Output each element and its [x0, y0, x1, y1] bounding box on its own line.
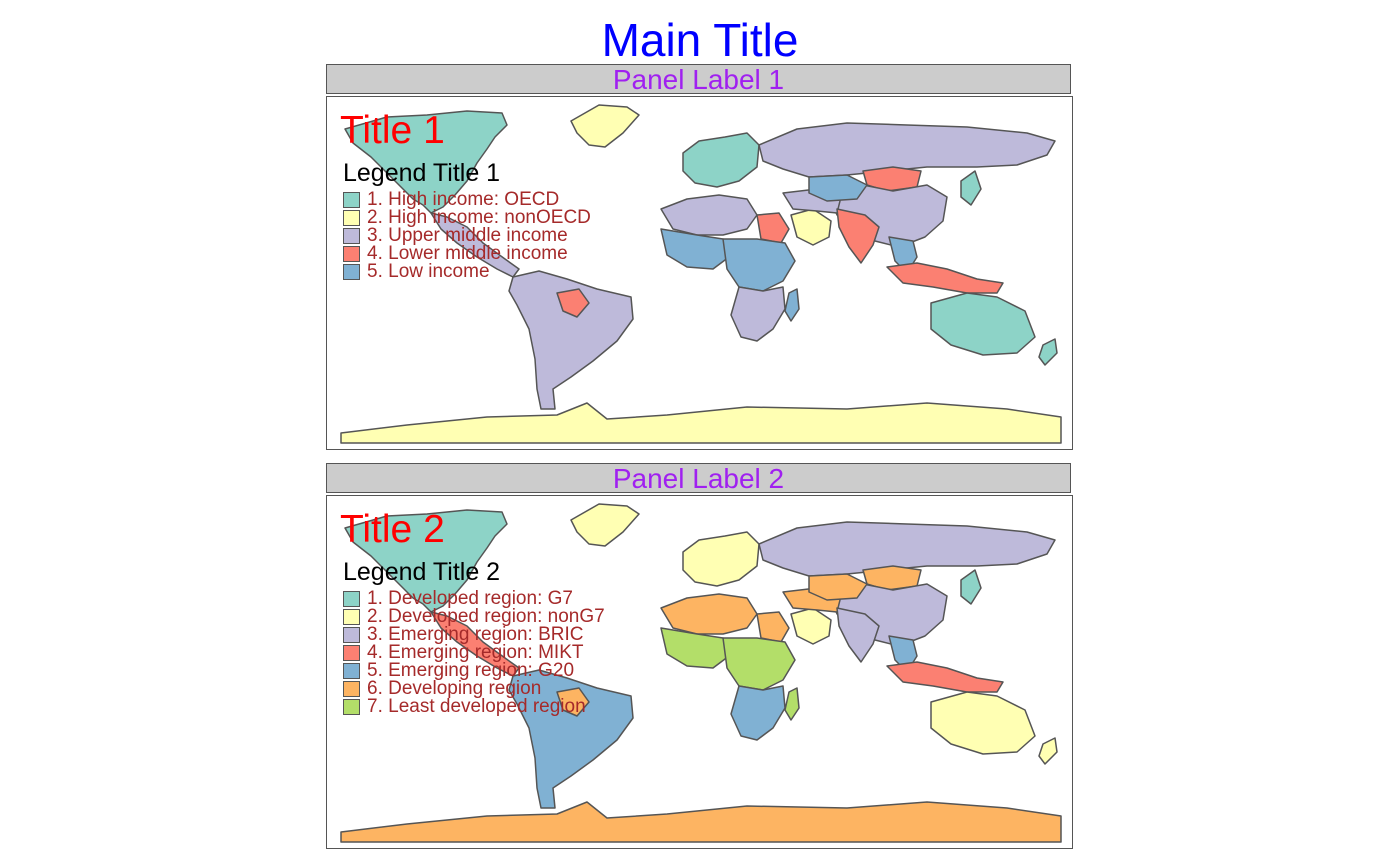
legend-item: 3. Upper middle income	[343, 225, 591, 246]
region-antarctica	[340, 801, 1062, 843]
legend-1: Legend Title 1 1. High income: OECD 2. Hi…	[343, 159, 591, 281]
region-new-zealand	[1038, 338, 1058, 366]
region-japan	[960, 569, 982, 605]
legend-label: 5. Low income	[367, 261, 490, 282]
region-australia	[930, 691, 1036, 755]
region-west-africa	[660, 228, 730, 270]
legend-items-1: 1. High income: OECD 2. High income: nonO…	[343, 189, 591, 282]
legend-swatch	[343, 228, 360, 244]
region-north-africa	[660, 593, 758, 635]
legend-item: 3. Emerging region: BRIC	[343, 624, 605, 645]
legend-swatch	[343, 264, 360, 280]
region-indonesia	[886, 262, 1004, 294]
legend-title-2: Legend Title 2	[343, 558, 501, 586]
region-bolivia	[556, 687, 590, 717]
region-russia	[758, 122, 1056, 178]
region-mexico	[430, 611, 520, 677]
map-panel-1: Title 1 Legend Title 1 1. High income: O…	[326, 96, 1073, 450]
map-panel-2: Title 2 Legend Title 2 1. Developed regi…	[326, 495, 1073, 849]
legend-item: 2. Developed region: nonG7	[343, 606, 605, 627]
legend-item: 5. Low income	[343, 261, 591, 282]
legend-item: 4. Emerging region: MIKT	[343, 642, 605, 663]
legend-item: 5. Emerging region: G20	[343, 660, 605, 681]
legend-label: 1. High income: OECD	[367, 189, 560, 210]
legend-item: 1. High income: OECD	[343, 189, 591, 210]
region-arabia	[790, 208, 832, 246]
region-southern-africa	[730, 685, 786, 741]
legend-label: 4. Emerging region: MIKT	[367, 642, 584, 663]
legend-swatch	[343, 609, 360, 625]
legend-item: 4. Lower middle income	[343, 243, 591, 264]
legend-label: 1. Developed region: G7	[367, 588, 573, 609]
legend-item: 6. Developing region	[343, 678, 605, 699]
region-indonesia	[886, 661, 1004, 693]
region-india	[836, 607, 880, 663]
legend-swatch	[343, 210, 360, 226]
region-egypt	[756, 212, 790, 244]
main-title: Main Title	[601, 14, 799, 66]
legend-label: 4. Lower middle income	[367, 243, 568, 264]
region-europe	[682, 531, 760, 587]
map-title-1: Title 1	[340, 109, 445, 152]
legend-label: 5. Emerging region: G20	[367, 660, 575, 681]
panel-label-1: Panel Label 1	[326, 64, 1071, 95]
region-north-africa	[660, 194, 758, 236]
legend-label: 2. Developed region: nonG7	[367, 606, 605, 627]
world-map-2	[340, 503, 1062, 843]
region-central-africa	[722, 238, 796, 292]
region-russia	[758, 521, 1056, 577]
legend-title-1: Legend Title 1	[343, 159, 501, 187]
region-egypt	[756, 611, 790, 643]
panel-label-2: Panel Label 2	[326, 463, 1071, 494]
region-central-asia	[808, 573, 868, 601]
legend-swatch	[343, 246, 360, 262]
legend-label: 3. Emerging region: BRIC	[367, 624, 584, 645]
legend-label: 6. Developing region	[367, 678, 542, 699]
legend-label: 3. Upper middle income	[367, 225, 568, 246]
legend-swatch	[343, 591, 360, 607]
legend-item: 7. Least developed region	[343, 696, 605, 717]
region-new-zealand	[1038, 737, 1058, 765]
region-arabia	[790, 607, 832, 645]
region-central-asia	[808, 174, 868, 202]
legend-swatch	[343, 681, 360, 697]
legend-swatch	[343, 645, 360, 661]
region-southern-africa	[730, 286, 786, 342]
region-australia	[930, 292, 1036, 356]
region-central-africa	[722, 637, 796, 691]
legend-label: 7. Least developed region	[367, 696, 586, 717]
legend-item: 2. High income: nonOECD	[343, 207, 591, 228]
map-title-2: Title 2	[340, 508, 445, 551]
legend-swatch	[343, 192, 360, 208]
region-greenland	[570, 104, 640, 148]
legend-label: 2. High income: nonOECD	[367, 207, 591, 228]
legend-swatch	[343, 627, 360, 643]
region-madagascar	[784, 288, 800, 322]
world-map-1	[340, 104, 1062, 444]
region-south-america	[508, 669, 634, 809]
region-west-africa	[660, 627, 730, 669]
region-india	[836, 208, 880, 264]
legend-2: Legend Title 2 1. Developed region: G7 2.…	[343, 558, 605, 716]
region-north-america	[344, 110, 508, 214]
region-greenland	[570, 503, 640, 547]
region-south-america	[508, 270, 634, 410]
legend-swatch	[343, 699, 360, 715]
region-madagascar	[784, 687, 800, 721]
region-japan	[960, 170, 982, 206]
region-antarctica	[340, 402, 1062, 444]
legend-items-2: 1. Developed region: G7 2. Developed regi…	[343, 588, 605, 717]
legend-swatch	[343, 663, 360, 679]
region-europe	[682, 132, 760, 188]
region-mexico	[430, 212, 520, 278]
region-bolivia	[556, 288, 590, 318]
legend-item: 1. Developed region: G7	[343, 588, 605, 609]
region-north-america	[344, 509, 508, 613]
